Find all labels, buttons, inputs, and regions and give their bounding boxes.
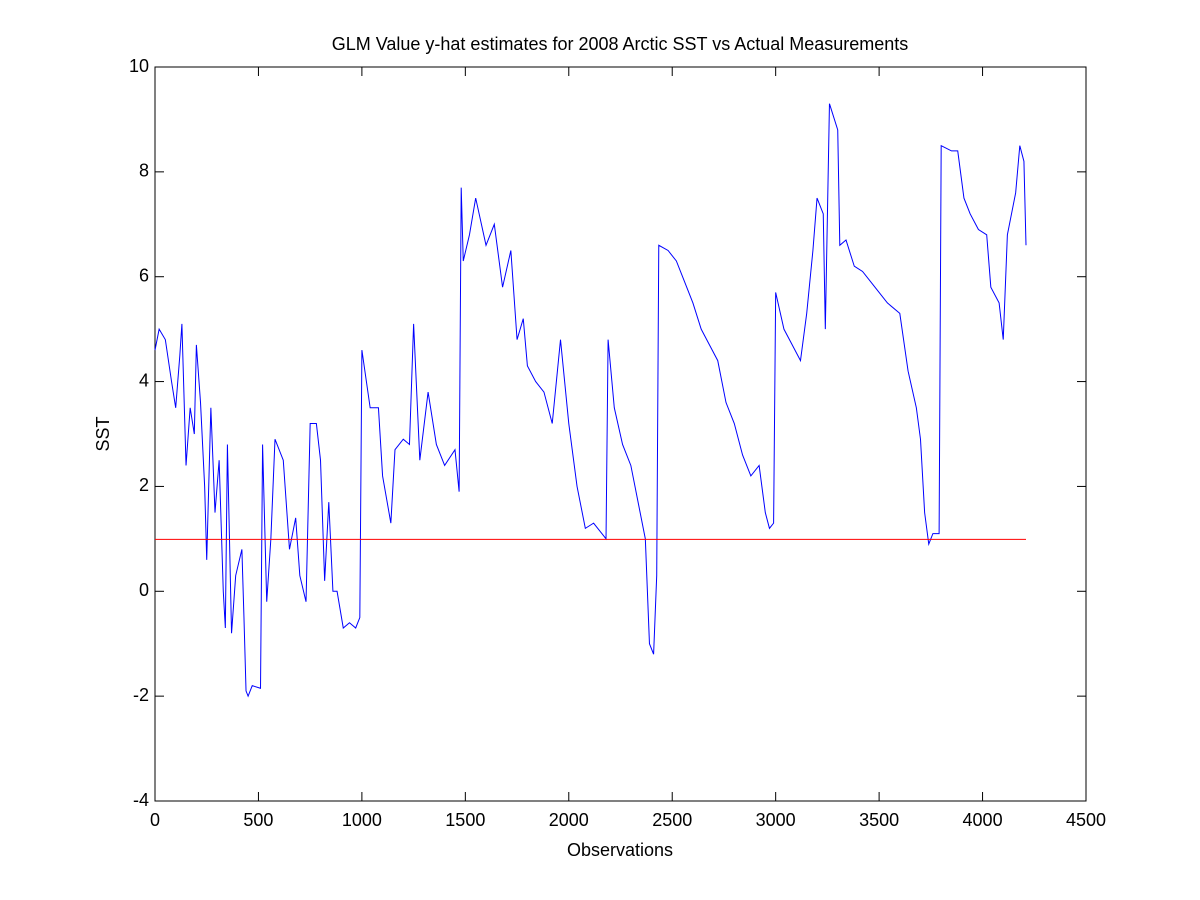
x-tick-label: 1500	[445, 810, 485, 830]
x-tick-label: 500	[243, 810, 273, 830]
y-tick-label: 10	[129, 56, 149, 76]
y-tick-label: -4	[133, 790, 149, 810]
x-tick-label: 1000	[342, 810, 382, 830]
chart-title: GLM Value y-hat estimates for 2008 Arcti…	[332, 34, 909, 54]
x-tick-label: 3500	[859, 810, 899, 830]
x-tick-label: 4000	[963, 810, 1003, 830]
x-tick-label: 4500	[1066, 810, 1106, 830]
data-line	[154, 103, 1027, 698]
y-axis-label: SST	[93, 416, 113, 451]
x-axis-label: Observations	[567, 840, 673, 860]
y-tick-label: 4	[139, 370, 149, 390]
x-tick-label: 3000	[756, 810, 796, 830]
y-tick-label: 8	[139, 161, 149, 181]
y-tick-label: -2	[133, 685, 149, 705]
y-tick-label: 0	[139, 580, 149, 600]
x-tick-label: 2000	[549, 810, 589, 830]
y-tick-label: 6	[139, 265, 149, 285]
y-tick-label: 2	[139, 475, 149, 495]
x-tick-label: 2500	[652, 810, 692, 830]
x-tick-label: 0	[150, 810, 160, 830]
